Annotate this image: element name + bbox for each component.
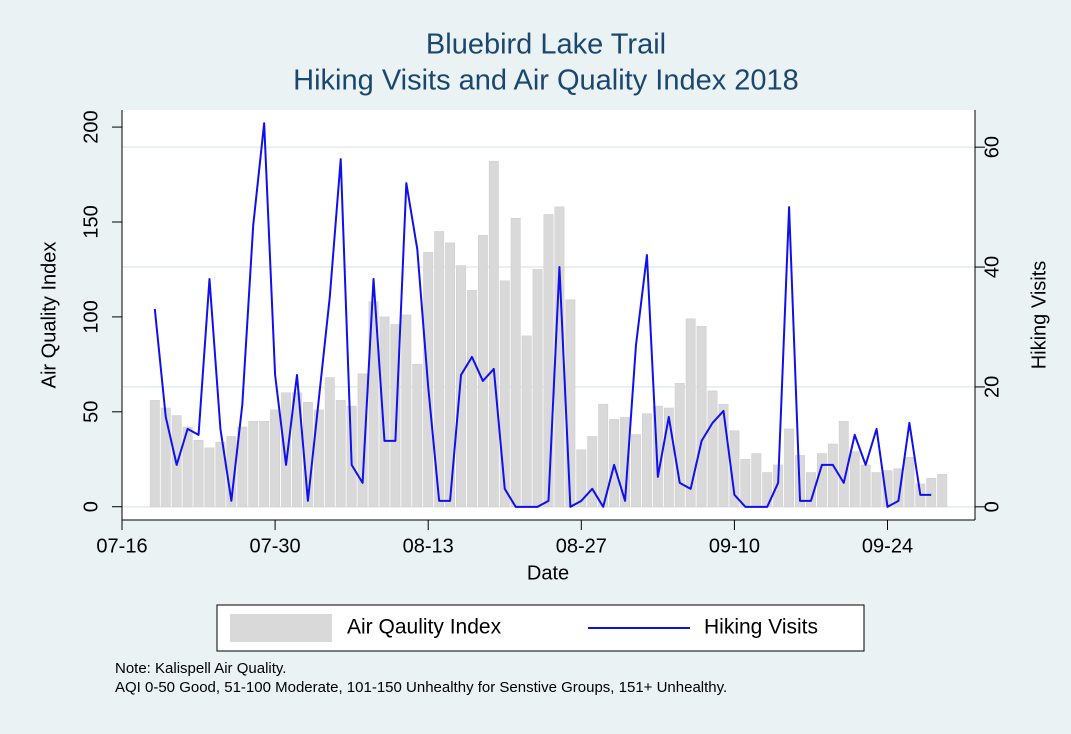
bar bbox=[663, 407, 674, 508]
bar bbox=[357, 373, 368, 508]
bar bbox=[521, 335, 532, 508]
bar bbox=[401, 314, 412, 508]
bar bbox=[620, 417, 630, 508]
x-tick-label: 08-13 bbox=[403, 535, 454, 557]
bar bbox=[893, 468, 904, 508]
x-tick-label: 09-24 bbox=[862, 535, 913, 557]
bar bbox=[215, 441, 226, 508]
bar bbox=[576, 449, 587, 508]
bar bbox=[740, 458, 751, 508]
legend-label: Air Qaulity Index bbox=[347, 616, 502, 639]
bar bbox=[324, 377, 335, 508]
bar bbox=[860, 464, 871, 508]
y-tick-label: 0 bbox=[80, 501, 102, 512]
bar bbox=[784, 428, 795, 508]
bar bbox=[937, 474, 948, 508]
bar bbox=[904, 457, 915, 508]
bar bbox=[313, 409, 324, 508]
bar bbox=[379, 316, 390, 508]
bar bbox=[248, 420, 259, 508]
bar bbox=[445, 242, 456, 508]
bar bbox=[477, 234, 488, 508]
bar bbox=[412, 364, 423, 508]
bar bbox=[718, 403, 729, 508]
bar bbox=[488, 160, 499, 508]
bar bbox=[281, 392, 291, 508]
x-tick-label: 08-27 bbox=[556, 535, 607, 557]
bar bbox=[849, 451, 860, 508]
bar bbox=[467, 290, 477, 508]
bar bbox=[587, 436, 598, 508]
bar bbox=[631, 434, 641, 508]
bar bbox=[838, 420, 849, 508]
bar bbox=[729, 430, 740, 508]
bar bbox=[270, 409, 281, 508]
bar bbox=[565, 299, 576, 508]
y-tick-label: 200 bbox=[80, 110, 102, 143]
chart-subtitle: Hiking Visits and Air Quality Index 2018 bbox=[293, 65, 799, 97]
bar bbox=[707, 390, 718, 508]
x-tick-label: 07-16 bbox=[96, 535, 147, 557]
y-tick-label: 100 bbox=[80, 300, 102, 333]
y2-axis-title: Hiking Visits bbox=[1028, 261, 1050, 370]
bar bbox=[182, 426, 193, 508]
bar bbox=[827, 443, 838, 508]
bar bbox=[685, 318, 696, 508]
bar bbox=[434, 231, 445, 508]
bar bbox=[204, 447, 215, 508]
bar bbox=[292, 392, 302, 508]
bar bbox=[543, 214, 554, 508]
y-axis-title: Air Quality Index bbox=[38, 242, 60, 389]
bar bbox=[237, 426, 248, 508]
note: Note: Kalispell Air Quality. bbox=[115, 660, 286, 677]
x-axis-title: Date bbox=[527, 562, 569, 584]
y2-tick-label: 0 bbox=[981, 501, 1003, 512]
line bbox=[153, 122, 932, 508]
x-tick-label: 07-30 bbox=[250, 535, 301, 557]
x-tick-label: 09-10 bbox=[709, 535, 760, 557]
bar bbox=[390, 324, 401, 508]
bar bbox=[696, 326, 707, 508]
y2-tick-label: 20 bbox=[981, 376, 1003, 398]
y-tick-label: 150 bbox=[80, 205, 102, 238]
bar bbox=[674, 383, 685, 508]
bar bbox=[149, 400, 160, 508]
bar bbox=[259, 420, 270, 508]
bar bbox=[806, 472, 816, 508]
y-tick-label: 50 bbox=[80, 401, 102, 423]
bar bbox=[510, 217, 521, 508]
bar bbox=[335, 400, 346, 508]
bar bbox=[816, 453, 827, 508]
bar bbox=[751, 453, 762, 508]
bar bbox=[160, 407, 171, 508]
bar bbox=[871, 472, 882, 508]
bar bbox=[926, 477, 937, 508]
bar bbox=[499, 280, 510, 508]
bar bbox=[193, 439, 204, 508]
bar bbox=[609, 419, 620, 508]
note: AQI 0-50 Good, 51-100 Moderate, 101-150 … bbox=[115, 679, 727, 696]
bar bbox=[641, 413, 652, 508]
chart-title: Bluebird Lake Trail bbox=[426, 29, 666, 61]
legend-label: Hiking Visits bbox=[704, 616, 818, 639]
bar bbox=[368, 301, 379, 508]
y2-tick-label: 60 bbox=[981, 136, 1003, 158]
legend-swatch bbox=[230, 614, 332, 642]
bar bbox=[532, 269, 543, 508]
y2-tick-label: 40 bbox=[981, 256, 1003, 278]
